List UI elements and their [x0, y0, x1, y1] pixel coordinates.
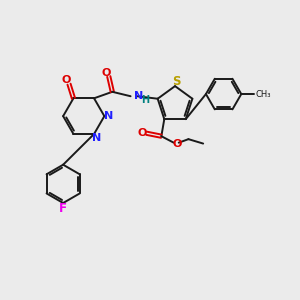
Text: CH₃: CH₃ — [255, 90, 271, 99]
Text: N: N — [134, 91, 143, 101]
Text: H: H — [141, 95, 149, 105]
Text: O: O — [102, 68, 111, 78]
Text: N: N — [104, 111, 113, 121]
Text: O: O — [62, 75, 71, 85]
Text: N: N — [92, 133, 101, 143]
Text: F: F — [59, 202, 67, 215]
Text: O: O — [172, 139, 182, 149]
Text: O: O — [138, 128, 147, 138]
Text: S: S — [172, 75, 180, 88]
